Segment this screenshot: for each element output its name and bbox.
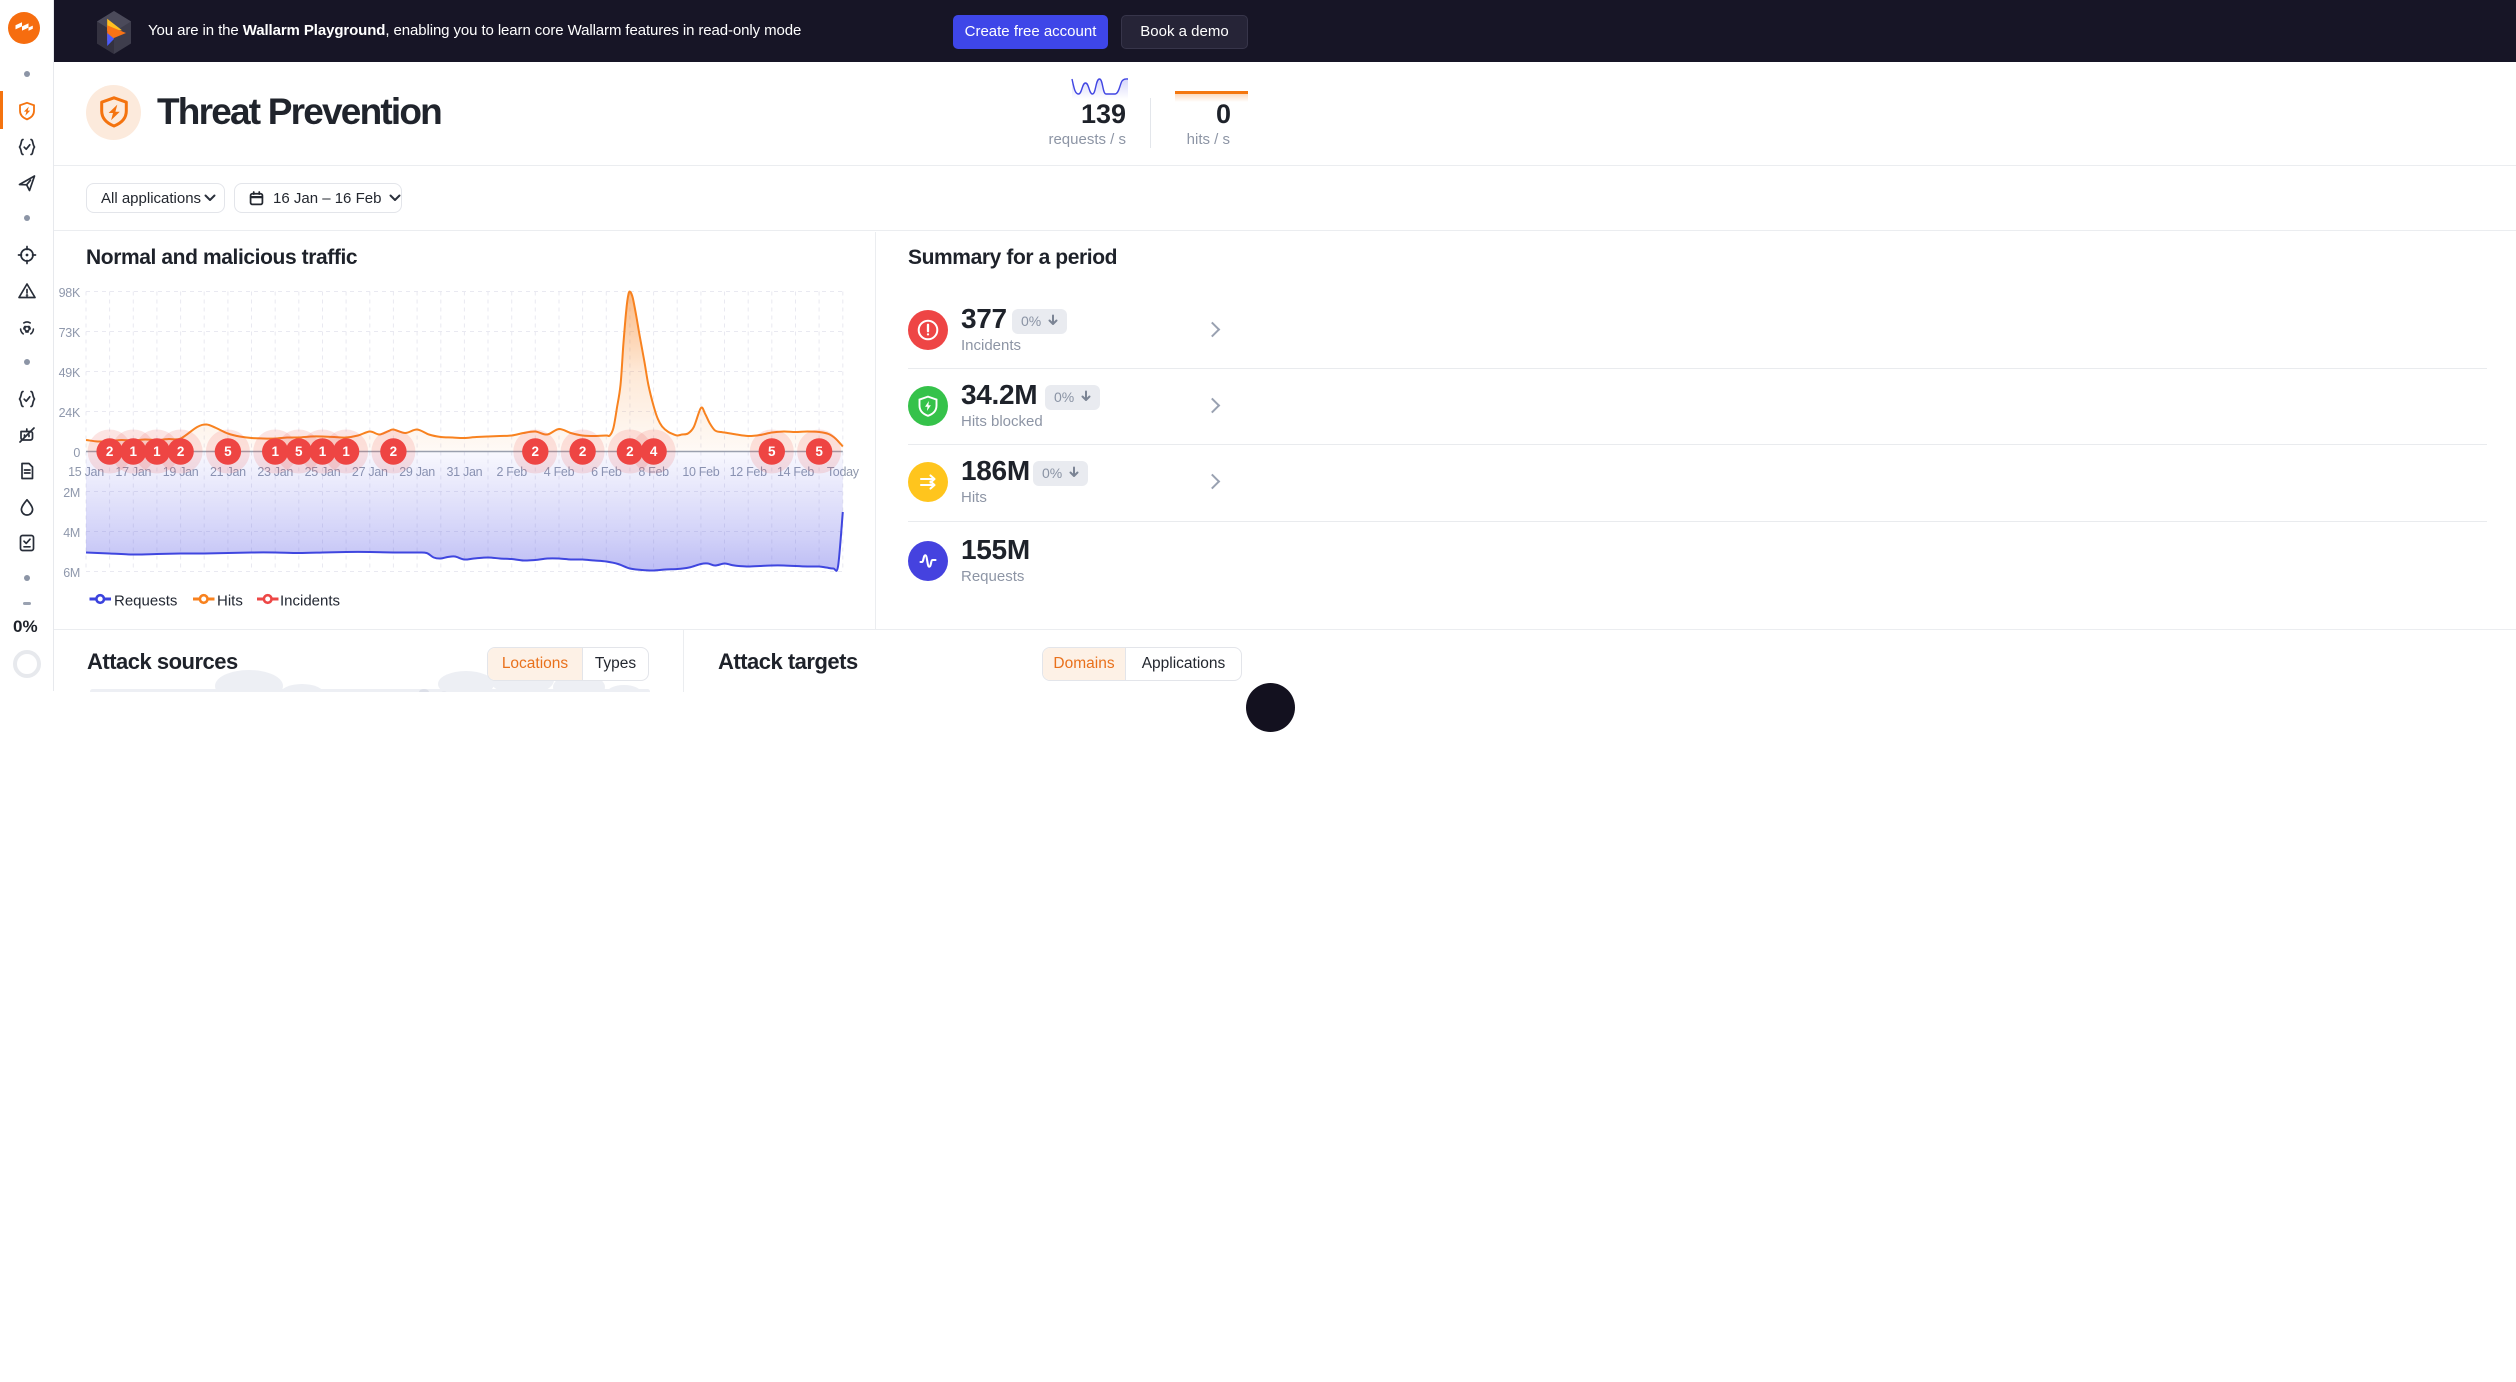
svg-text:6M: 6M (63, 566, 80, 580)
svg-text:2: 2 (626, 444, 634, 459)
svg-text:4M: 4M (63, 526, 80, 540)
svg-text:2: 2 (106, 444, 114, 459)
svg-text:1: 1 (319, 444, 327, 459)
svg-text:Requests: Requests (114, 593, 177, 610)
svg-text:1: 1 (153, 444, 161, 459)
svg-text:2M: 2M (63, 486, 80, 500)
svg-text:1: 1 (130, 444, 138, 459)
svg-text:98K: 98K (59, 286, 81, 300)
svg-text:1: 1 (342, 444, 350, 459)
svg-text:73K: 73K (59, 326, 81, 340)
svg-text:4: 4 (650, 444, 658, 459)
svg-text:24K: 24K (59, 406, 81, 420)
svg-text:2: 2 (579, 444, 587, 459)
svg-text:5: 5 (768, 444, 776, 459)
svg-text:2: 2 (177, 444, 185, 459)
svg-text:5: 5 (295, 444, 303, 459)
svg-text:1: 1 (271, 444, 279, 459)
svg-text:Hits: Hits (217, 593, 243, 610)
svg-text:5: 5 (224, 444, 232, 459)
svg-text:0: 0 (73, 446, 80, 460)
svg-text:49K: 49K (59, 366, 81, 380)
svg-text:Incidents: Incidents (280, 593, 340, 610)
svg-text:5: 5 (815, 444, 823, 459)
svg-text:2: 2 (532, 444, 540, 459)
svg-text:2: 2 (390, 444, 398, 459)
